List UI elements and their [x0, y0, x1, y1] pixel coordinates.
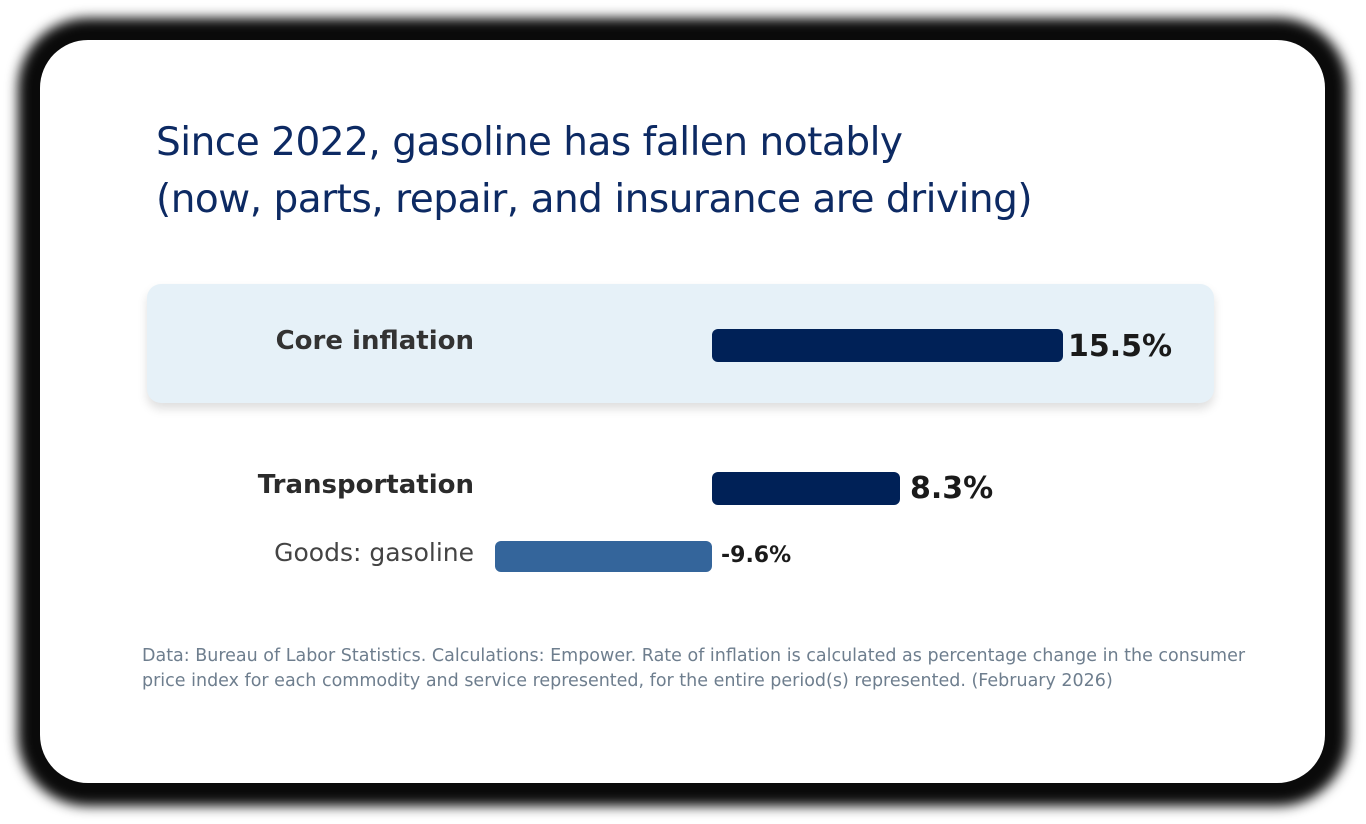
chart-title-line1: Since 2022, gasoline has fallen notably: [156, 120, 903, 165]
chart-title-line2: (now, parts, repair, and insurance are d…: [156, 177, 1033, 222]
bar-core-inflation: [712, 329, 1063, 362]
value-goods-gasoline: -9.6%: [721, 543, 792, 568]
chart-title: Since 2022, gasoline has fallen notably …: [156, 114, 1256, 228]
chart-card: Since 2022, gasoline has fallen notably …: [40, 40, 1325, 783]
bar-goods-gasoline: [495, 541, 712, 572]
row-label-goods-gasoline: Goods: gasoline: [274, 538, 474, 567]
row-label-core-inflation: Core inflation: [275, 326, 474, 356]
value-core-inflation: 15.5%: [1068, 329, 1173, 364]
row-label-transportation: Transportation: [257, 470, 474, 500]
value-transportation: 8.3%: [910, 471, 994, 506]
source-footnote: Data: Bureau of Labor Statistics. Calcul…: [142, 646, 1246, 691]
bar-transportation: [712, 472, 900, 505]
